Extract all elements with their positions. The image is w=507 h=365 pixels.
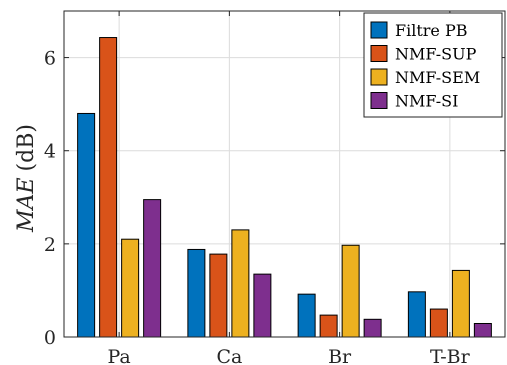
x-tick-label: Pa xyxy=(107,346,130,365)
bar-nmf-sup-t-br xyxy=(429,308,448,338)
bar-filtre-pb-ca xyxy=(187,248,206,338)
legend-label: Filtre PB xyxy=(395,21,468,40)
legend-label: NMF-SUP xyxy=(395,45,477,64)
y-axis-label-var: MAE xyxy=(14,177,39,232)
bar-filtre-pb-t-br xyxy=(407,291,426,338)
y-tick-label: 4 xyxy=(44,141,56,163)
legend-label: NMF-SI xyxy=(395,92,458,111)
y-axis-label: MAE (dB) xyxy=(14,124,39,233)
y-tick-labels: 0 2 4 6 xyxy=(44,48,56,349)
bar-nmf-si-ca xyxy=(253,273,272,338)
y-axis-label-unit: (dB) xyxy=(14,124,39,171)
legend-label: NMF-SEM xyxy=(395,68,480,87)
legend-swatch xyxy=(370,21,388,39)
bar-nmf-si-pa xyxy=(143,199,162,338)
legend-swatch xyxy=(370,92,388,109)
legend: Filtre PB NMF-SUP NMF-SEM NMF-SI xyxy=(363,12,503,118)
bar-nmf-sem-t-br xyxy=(451,269,470,338)
legend-swatch xyxy=(370,45,388,62)
bar-nmf-sem-br xyxy=(341,244,360,338)
bar-nmf-si-br xyxy=(363,318,382,338)
x-tick-label: Br xyxy=(328,346,352,365)
bar-filtre-pb-pa xyxy=(77,112,96,338)
axes-box xyxy=(63,10,506,338)
x-tick-labels: Pa Ca Br T-Br xyxy=(107,346,470,365)
bar-nmf-sup-br xyxy=(319,314,338,338)
y-tick-label: 6 xyxy=(44,48,56,70)
bar-nmf-si-t-br xyxy=(473,322,492,338)
bar-filtre-pb-br xyxy=(297,293,316,338)
x-tick-label: T-Br xyxy=(430,346,471,365)
bar-nmf-sup-ca xyxy=(209,253,228,338)
y-tick-label: 0 xyxy=(44,327,56,349)
x-tick-label: Ca xyxy=(216,346,242,365)
bar-nmf-sup-pa xyxy=(99,37,118,338)
y-tick-label: 2 xyxy=(44,234,56,256)
legend-swatch xyxy=(370,68,388,86)
bar-nmf-sem-pa xyxy=(121,238,140,338)
bar-nmf-sem-ca xyxy=(231,229,250,338)
